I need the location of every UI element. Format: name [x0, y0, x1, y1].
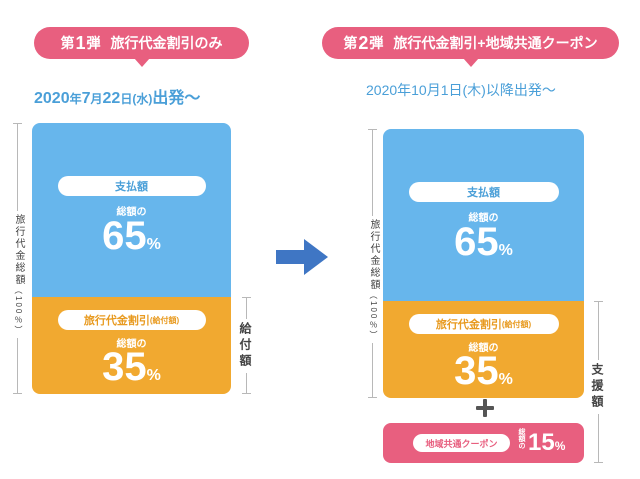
phase2-support-scale-bottom-cap [594, 462, 603, 463]
phase2-badge-prefix: 第 [343, 35, 358, 51]
phase2-support-scale-top-cap [594, 301, 603, 302]
phase1-benefit-scale-top-cap [242, 297, 251, 298]
phase1-discount-pill-note: (給付額) [149, 315, 180, 325]
phase2-badge-description: 旅行代金割引+地域共通クーポン [393, 35, 598, 51]
phase2-coupon-subtext: 総額の [518, 428, 525, 449]
phase1-benefit-scale-bottom-cap [242, 393, 251, 394]
phase1-total-label-note: （100％） [14, 286, 23, 336]
phase2-discount-value-row: 35% [383, 351, 584, 398]
phase1-total-label: 旅行代金総額（100％） [11, 211, 26, 339]
phase1-date-day-unit: 日 [120, 92, 133, 106]
phase1-date-tail: 出発〜 [152, 90, 201, 107]
phase2-coupon-value: 15 [528, 429, 555, 456]
phase2-badge-number: 2 [358, 32, 369, 53]
phase2-total-label-note: （100％） [369, 291, 378, 341]
phase2-breakdown-panel: 支払額 総額の 65% 旅行代金割引 (給付額) 総額の 35% [383, 129, 584, 398]
phase2-coupon-value-row: 15% [528, 429, 565, 460]
phase1-discount-block: 旅行代金割引 (給付額) 総額の 35% [32, 297, 231, 394]
phase1-badge: 第 1 弾 旅行代金割引のみ [34, 27, 249, 67]
phase2-badge: 第 2 弾 旅行代金割引+地域共通クーポン [322, 27, 619, 67]
phase2-payment-value: 65 [454, 220, 499, 264]
phase2-coupon-percent: % [554, 439, 566, 453]
phase1-badge-description: 旅行代金割引のみ [110, 35, 223, 51]
phase1-date-year-unit: 年 [69, 92, 82, 106]
phase2-coupon-pill-label: 地域共通クーポン [425, 438, 498, 449]
plus-icon [474, 397, 496, 419]
phase1-payment-subtext: 総額の [116, 207, 147, 218]
phase2-discount-pill: 旅行代金割引 (給付額) [408, 314, 559, 334]
phase2-total-scale-bottom-cap [368, 397, 377, 398]
phase2-payment-pill-label: 支払額 [467, 187, 500, 199]
phase2-total-scale-top-cap [368, 129, 377, 130]
right-arrow-icon [276, 239, 328, 275]
phase2-payment-percent: % [498, 242, 513, 259]
phase1-total-scale-bottom-cap [13, 393, 22, 394]
phase2-discount-percent: % [498, 371, 513, 388]
phase2-support-label: 支援額 [589, 360, 606, 414]
phase2-coupon-block: 地域共通クーポン 総額の 15% [383, 423, 584, 463]
phase2-date: 2020年10月1日(木)以降出発〜 [366, 82, 556, 98]
phase2-discount-value: 35 [454, 349, 499, 393]
phase1-badge-suffix: 弾 [86, 35, 101, 51]
phase1-discount-value: 35 [102, 345, 147, 389]
phase1-payment-block: 支払額 総額の 65% [32, 123, 231, 297]
phase2-total-label: 旅行代金総額（100％） [366, 216, 381, 344]
phase1-date-month: 7 [81, 90, 91, 107]
phase2-payment-subtext: 総額の [468, 213, 499, 224]
phase1-total-label-text: 旅行代金総額 [13, 214, 24, 286]
phase1-payment-pill: 支払額 [57, 176, 206, 196]
phase1-discount-pill: 旅行代金割引 (給付額) [57, 310, 206, 330]
phase1-payment-pill-label: 支払額 [115, 181, 148, 193]
phase1-payment-value: 65 [102, 214, 147, 258]
phase1-total-scale-top-cap [13, 123, 22, 124]
phase1-payment-percent: % [146, 236, 161, 253]
phase2-support-label-text: 支援額 [590, 363, 604, 411]
phase1-benefit-label: 給付額 [237, 319, 254, 373]
phase2-discount-pill-label: 旅行代金割引 [435, 319, 502, 331]
phase1-date-day: 22 [102, 90, 121, 107]
phase2-coupon-pill: 地域共通クーポン [413, 434, 510, 452]
phase2-discount-pill-note: (給付額) [501, 319, 532, 329]
phase1-date-weekday: (水) [132, 92, 153, 106]
phase1-discount-percent: % [146, 367, 161, 384]
phase1-discount-subtext: 総額の [116, 339, 147, 350]
phase1-date-year: 2020 [34, 90, 70, 107]
phase2-payment-value-row: 65% [383, 222, 584, 271]
phase2-badge-suffix: 弾 [369, 35, 384, 51]
phase1-badge-number: 1 [75, 32, 86, 53]
phase1-discount-pill-label: 旅行代金割引 [83, 315, 150, 327]
phase1-payment-value-row: 65% [32, 216, 231, 265]
phase2-payment-pill: 支払額 [408, 182, 559, 202]
phase2-total-label-text: 旅行代金総額 [368, 219, 379, 291]
phase1-date-month-unit: 月 [90, 92, 103, 106]
phase2-discount-subtext: 総額の [468, 343, 499, 354]
phase2-payment-block: 支払額 総額の 65% [383, 129, 584, 301]
phase2-discount-block: 旅行代金割引 (給付額) 総額の 35% [383, 301, 584, 398]
phase1-badge-prefix: 第 [60, 35, 75, 51]
phase1-benefit-label-text: 給付額 [238, 322, 252, 370]
phase1-discount-value-row: 35% [32, 347, 231, 394]
phase1-date: 2020年7月22日(水)出発〜 [34, 84, 200, 108]
phase1-breakdown-panel: 支払額 総額の 65% 旅行代金割引 (給付額) 総額の 35% [32, 123, 231, 394]
